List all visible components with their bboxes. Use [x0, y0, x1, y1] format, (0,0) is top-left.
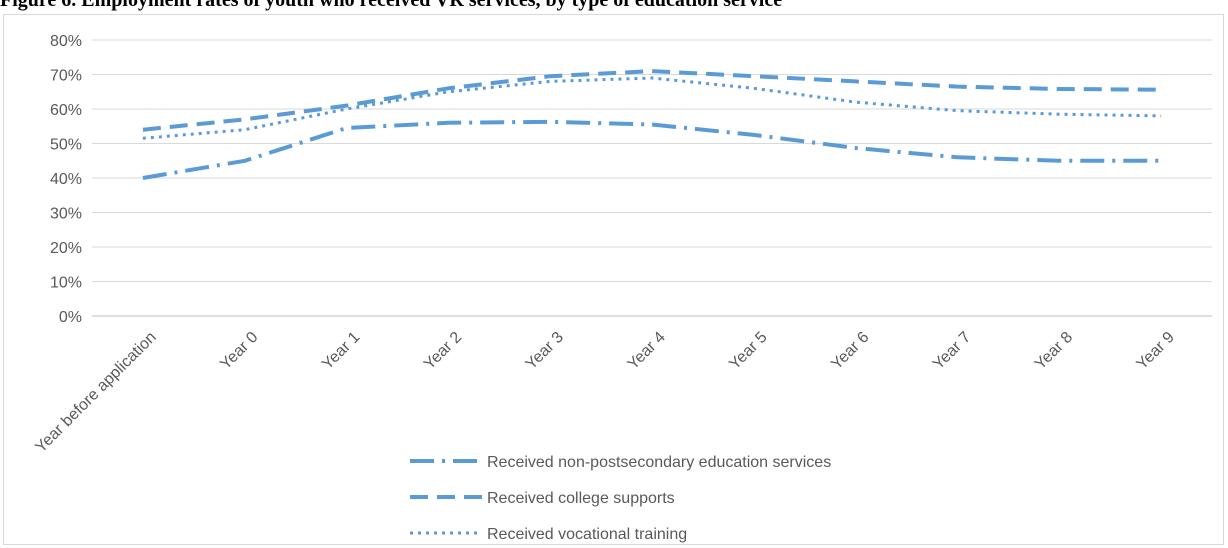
y-tick-label: 0% — [59, 309, 82, 326]
data-point — [649, 75, 655, 81]
data-point — [751, 85, 757, 91]
chart-frame — [3, 14, 1224, 545]
y-tick-label: 70% — [50, 68, 82, 85]
data-point — [1158, 87, 1164, 93]
data-point — [649, 122, 655, 128]
data-point — [140, 127, 146, 133]
x-tick-label: Year 1 — [319, 329, 363, 373]
data-point — [445, 120, 451, 126]
x-tick-label: Year 3 — [523, 329, 567, 373]
y-tick-label: 80% — [50, 33, 82, 50]
x-tick-label: Year 6 — [828, 329, 872, 373]
x-axis-tick-labels: Year before application Year 0 Year 1 Year … — [32, 329, 1178, 456]
data-point — [242, 158, 248, 164]
y-tick-label: 20% — [50, 240, 82, 257]
series-line-2 — [142, 69, 1162, 132]
data-point — [1158, 158, 1164, 164]
data-point — [242, 116, 248, 122]
data-point — [751, 132, 757, 138]
data-point — [242, 127, 248, 133]
y-tick-label: 60% — [50, 102, 82, 119]
data-point — [1158, 113, 1164, 119]
data-point — [547, 73, 553, 79]
data-point — [140, 135, 146, 141]
x-tick-label: Year 2 — [421, 329, 465, 373]
x-tick-label: Year 9 — [1134, 329, 1178, 373]
data-point — [344, 106, 350, 112]
data-point — [1056, 158, 1062, 164]
x-tick-label: Year 5 — [726, 329, 770, 373]
y-tick-label: 10% — [50, 275, 82, 292]
legend-label-1: Received non-postsecondary education ser… — [487, 454, 831, 471]
data-point — [445, 89, 451, 95]
data-point — [853, 99, 859, 105]
legend-label-2: Received college supports — [487, 490, 675, 507]
series-lines — [140, 68, 1164, 181]
data-point — [344, 125, 350, 131]
x-tick-label: Year 4 — [625, 329, 669, 373]
y-axis-tick-labels: 0% 10% 20% 30% 40% 50% 60% 70% 80% — [50, 33, 82, 326]
data-point — [954, 84, 960, 90]
data-point — [954, 154, 960, 160]
x-tick-label: Year 8 — [1032, 329, 1076, 373]
data-point — [954, 108, 960, 114]
data-point — [1056, 86, 1062, 92]
x-tick-label: Year 0 — [217, 329, 261, 373]
data-point — [853, 78, 859, 84]
legend-label-3: Received vocational training — [487, 526, 687, 543]
data-point — [547, 119, 553, 125]
data-point — [751, 73, 757, 79]
legend: Received non-postsecondary education ser… — [410, 454, 831, 543]
data-point — [853, 145, 859, 151]
data-point — [140, 175, 146, 181]
data-point — [649, 68, 655, 74]
y-tick-label: 50% — [50, 137, 82, 154]
chart-title: Figure 6. Employment rates of youth who … — [0, 0, 783, 11]
series-line-1 — [142, 119, 1162, 180]
y-tick-label: 30% — [50, 206, 82, 223]
series-line-3 — [142, 76, 1162, 140]
gridlines — [92, 39, 1212, 317]
x-tick-label: Year before application — [32, 329, 159, 456]
y-tick-label: 40% — [50, 171, 82, 188]
data-point — [1056, 111, 1062, 117]
x-tick-label: Year 7 — [930, 329, 974, 373]
data-point — [547, 78, 553, 84]
